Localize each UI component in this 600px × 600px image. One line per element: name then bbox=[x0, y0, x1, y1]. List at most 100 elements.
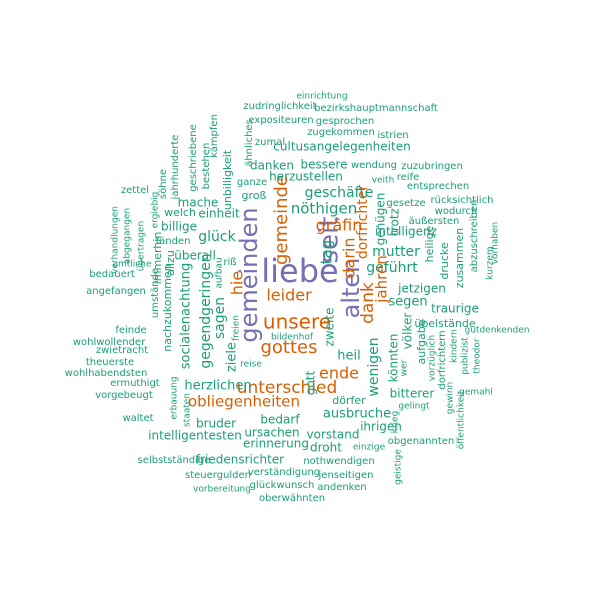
cloud-word-wer: wer bbox=[400, 359, 410, 376]
cloud-word-gelingt: gelingt bbox=[398, 402, 430, 412]
cloud-word-ubertragen: übertragen bbox=[137, 221, 147, 271]
cloud-word-genugen: genügen bbox=[374, 193, 388, 246]
cloud-word-konnten: könnten bbox=[387, 334, 401, 383]
cloud-word-leider: leider bbox=[266, 286, 312, 305]
cloud-word-socialenachtung: socialenachtung bbox=[179, 263, 194, 369]
cloud-word-droht: droht bbox=[310, 441, 342, 455]
cloud-word-gottes: gottes bbox=[260, 337, 317, 358]
cloud-word-einheit: einheit bbox=[198, 207, 240, 221]
cloud-word-billige: billige bbox=[161, 220, 197, 234]
cloud-word-krieg: krieg bbox=[391, 411, 401, 434]
cloud-word-wenigen: wenigen bbox=[366, 337, 382, 396]
cloud-word-entsprechen: entsprechen bbox=[407, 181, 469, 192]
cloud-word-zwietracht: zwietracht bbox=[96, 345, 148, 356]
cloud-word-oberwahnten: oberwähnten bbox=[259, 493, 325, 504]
cloud-word-aufgabe: aufgabe bbox=[415, 319, 428, 364]
cloud-word-bedarf: bedarf bbox=[260, 413, 300, 427]
cloud-word-gewinn: gewinn bbox=[446, 382, 456, 415]
cloud-word-vorgebeugt: vorgebeugt bbox=[95, 390, 153, 401]
cloud-word-feinde: feinde bbox=[115, 325, 146, 336]
cloud-word-erinnerung: erinnerung bbox=[243, 437, 309, 451]
cloud-word-gefuhrt: geführt bbox=[366, 260, 418, 276]
cloud-word-ursachen: ursachen bbox=[244, 426, 299, 440]
cloud-word-herzustellen: herzustellen bbox=[269, 170, 343, 184]
cloud-word-gesprochen: gesprochen bbox=[316, 116, 374, 127]
cloud-word-fanden: fänden bbox=[156, 236, 191, 247]
cloud-word-ubelstande: übelstände bbox=[414, 317, 476, 330]
cloud-word-freien: freien bbox=[232, 315, 242, 341]
cloud-word-bestehen: bestehen bbox=[201, 143, 212, 190]
cloud-word-amtliche: amtliche bbox=[112, 260, 151, 270]
cloud-word-gemeinden: gemeinden bbox=[235, 207, 263, 342]
cloud-word-gemeinde: gemeinde bbox=[271, 175, 292, 265]
cloud-word-vorstand: vorstand bbox=[307, 428, 360, 442]
cloud-word-liebe: liebe bbox=[261, 252, 338, 290]
cloud-word-seit: seit bbox=[315, 217, 345, 264]
cloud-word-theuerste: theuerste bbox=[86, 357, 134, 368]
cloud-word-gross: groß bbox=[242, 189, 267, 202]
cloud-word-intelligentesten: intelligentesten bbox=[148, 429, 242, 443]
cloud-word-abgegangen: abgegangen bbox=[123, 208, 133, 264]
cloud-word-gemahl: gemahl bbox=[459, 388, 493, 398]
cloud-word-geistige: geistige bbox=[394, 449, 404, 485]
cloud-word-einrichtung: einrichtung bbox=[296, 92, 347, 102]
cloud-word-grafin: gräfin bbox=[316, 216, 363, 235]
cloud-word-mache: mache bbox=[178, 196, 219, 210]
cloud-word-wendung: wendung bbox=[351, 160, 397, 171]
cloud-word-einzige: einzige bbox=[353, 443, 386, 453]
cloud-word-gegendgeringen: gegendgeringen bbox=[198, 253, 214, 368]
cloud-word-volker: völker bbox=[401, 313, 415, 350]
cloud-word-segen: segen bbox=[388, 295, 427, 310]
cloud-word-istrien: istrien bbox=[377, 130, 408, 141]
cloud-word-ziele: ziele bbox=[225, 342, 240, 372]
cloud-word-jetzigen: jetzigen bbox=[397, 282, 446, 296]
cloud-word-ergiebig: ergiebig bbox=[151, 192, 161, 229]
cloud-word-zumal: zumal bbox=[255, 137, 285, 148]
cloud-word-verstandigung: verständigung bbox=[248, 467, 320, 478]
cloud-word-expositeuren: expositeuren bbox=[248, 115, 313, 126]
cloud-word-unsere: unsere bbox=[263, 310, 331, 334]
cloud-word-reife: reife bbox=[397, 172, 420, 183]
cloud-word-obgenannten: obgenannten bbox=[388, 436, 455, 447]
cloud-word-reise: reise bbox=[240, 360, 262, 370]
cloud-word-heil: heil bbox=[337, 349, 360, 364]
cloud-word-offentlichkeit: öffentlichkeit bbox=[457, 390, 467, 449]
cloud-word-selbststandige: selbstständige bbox=[138, 455, 211, 466]
cloud-word-ahnliches: ähnliches bbox=[244, 119, 255, 167]
cloud-word-danken: danken bbox=[250, 159, 294, 173]
cloud-word-ganze: ganze bbox=[237, 177, 267, 188]
cloud-word-erbauung: erbauung bbox=[170, 376, 180, 419]
cloud-word-trotz: trotz bbox=[388, 208, 402, 236]
cloud-word-gutdenkenden: gutdenkenden bbox=[465, 326, 530, 336]
cloud-word-aussersten: äußersten bbox=[409, 216, 460, 227]
cloud-word-andenken: andenken bbox=[317, 482, 366, 493]
cloud-word-darin: darin bbox=[340, 237, 359, 278]
cloud-word-riss: riß bbox=[223, 257, 236, 268]
cloud-word-waltet: waltet bbox=[122, 413, 153, 424]
cloud-word-nothigen: nöthigen bbox=[291, 200, 358, 218]
cloud-word-dorfrichtern: dorfrichtern bbox=[437, 330, 448, 389]
cloud-word-dorfer: dörfer bbox=[332, 394, 366, 407]
cloud-word-rucksichtlich: rücksichtlich bbox=[431, 195, 494, 206]
cloud-word-traurige: traurige bbox=[431, 302, 479, 316]
cloud-word-obliegenheiten: obliegenheiten bbox=[188, 393, 300, 411]
cloud-word-kindern: kindern bbox=[450, 329, 460, 363]
cloud-word-ermuthigt: ermuthigt bbox=[110, 378, 160, 389]
cloud-word-nothwendigen: nothwendigen bbox=[303, 456, 374, 467]
cloud-word-tag: tag bbox=[318, 240, 336, 265]
cloud-word-geschriebene: geschriebene bbox=[188, 124, 199, 192]
cloud-word-allzu: allzu bbox=[164, 250, 177, 276]
cloud-word-sagen: sagen bbox=[212, 297, 228, 339]
cloud-word-bedauert: bedauert bbox=[89, 269, 135, 280]
cloud-word-bruder: bruder bbox=[196, 417, 236, 431]
cloud-word-kurzem: kurzem bbox=[486, 246, 496, 279]
cloud-word-verhandlungen: verhandlungen bbox=[111, 206, 121, 274]
cloud-word-vorbereitung: vorbereitung bbox=[193, 485, 251, 495]
cloud-word-wodurch: wodurch bbox=[435, 206, 478, 217]
cloud-word-gott: gott bbox=[304, 371, 318, 396]
cloud-word-nachzukommen: nachzukommen bbox=[161, 264, 174, 351]
cloud-word-herzlichen: herzlichen bbox=[184, 379, 251, 394]
cloud-word-veith: veith bbox=[372, 176, 395, 186]
cloud-word-intelligenz: intelligenz bbox=[375, 225, 437, 239]
cloud-word-publizist: publizist bbox=[461, 337, 471, 375]
